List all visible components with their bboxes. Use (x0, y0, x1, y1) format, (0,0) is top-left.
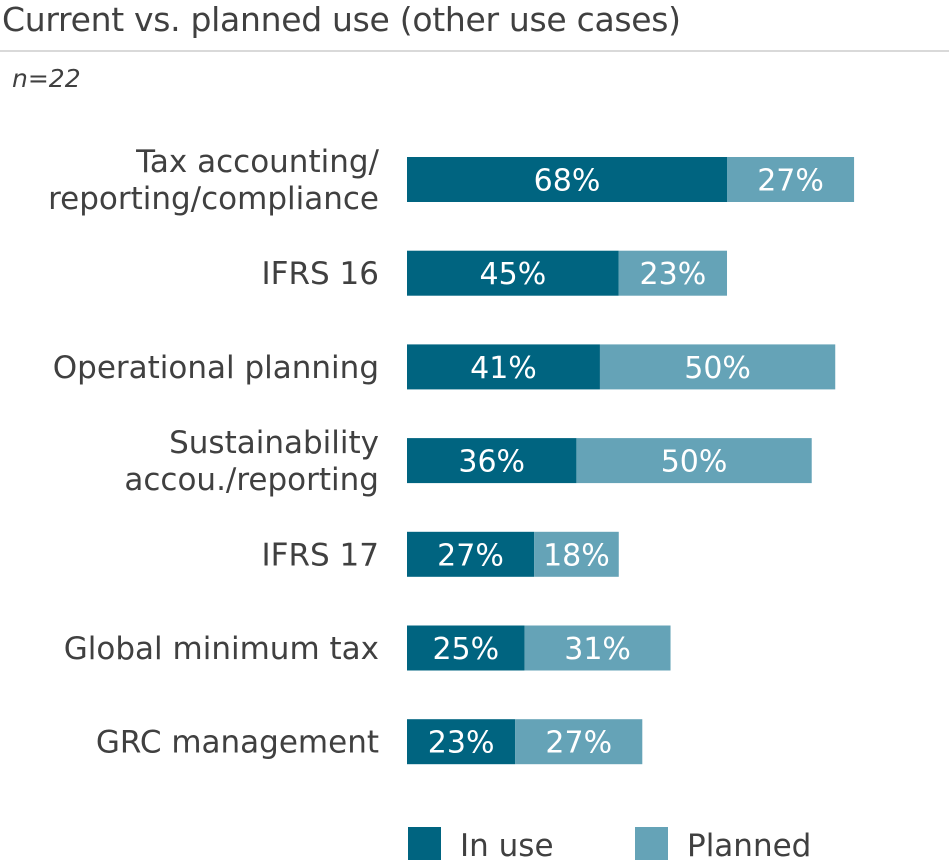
data-label: 18% (543, 538, 610, 573)
data-label: 27% (437, 538, 504, 573)
bar-planned (534, 531, 619, 577)
legend-label: In use (460, 828, 554, 864)
data-label: 50% (684, 351, 751, 386)
bar-planned (618, 250, 728, 296)
bar-in-use (407, 625, 525, 671)
data-label: 36% (458, 445, 525, 480)
data-label: 41% (470, 351, 537, 386)
category-label: accou./reporting (124, 462, 379, 498)
bar-planned (599, 344, 836, 390)
data-label: 50% (661, 445, 728, 480)
legend-label: Planned (687, 828, 811, 864)
category-label: IFRS 17 (262, 537, 380, 573)
legend-swatch (635, 827, 668, 860)
category-label: Global minimum tax (64, 631, 379, 667)
bar-planned (727, 157, 855, 202)
category-label: Sustainability (169, 425, 379, 461)
bar-planned (524, 625, 671, 671)
data-label: 68% (534, 164, 601, 199)
data-label: 27% (757, 164, 824, 199)
bar-in-use (407, 344, 600, 390)
legend-swatch (408, 827, 441, 860)
bar-in-use (407, 438, 577, 484)
bar-in-use (407, 719, 516, 765)
sample-size: n=22 (12, 64, 81, 93)
category-label: IFRS 16 (262, 256, 380, 292)
bar-in-use (407, 531, 535, 577)
chart-title: Current vs. planned use (other use cases… (2, 0, 681, 39)
data-label: 45% (480, 257, 547, 292)
bar-planned (576, 438, 812, 484)
data-label: 27% (545, 726, 612, 761)
bar-in-use (407, 157, 728, 202)
data-label: 31% (564, 632, 631, 667)
category-label: Operational planning (53, 350, 379, 386)
category-label: Tax accounting/ (135, 144, 379, 180)
bar-in-use (407, 250, 619, 296)
title-divider (0, 50, 949, 52)
data-label: 23% (428, 726, 495, 761)
bar-planned (515, 719, 643, 765)
data-label: 25% (432, 632, 499, 667)
category-label: reporting/compliance (48, 181, 379, 217)
data-label: 23% (640, 257, 707, 292)
category-label: GRC management (96, 725, 379, 761)
